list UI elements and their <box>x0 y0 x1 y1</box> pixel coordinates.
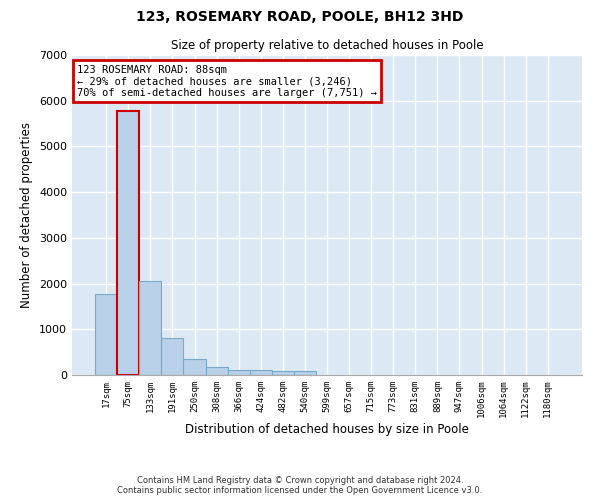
Bar <box>161 338 184 375</box>
Bar <box>227 370 250 375</box>
Bar <box>272 370 294 375</box>
Bar <box>184 360 206 375</box>
Bar <box>95 294 117 375</box>
Bar <box>117 111 139 375</box>
X-axis label: Distribution of detached houses by size in Poole: Distribution of detached houses by size … <box>185 423 469 436</box>
Bar <box>139 281 161 375</box>
Bar <box>250 370 272 375</box>
Y-axis label: Number of detached properties: Number of detached properties <box>20 122 34 308</box>
Text: Contains HM Land Registry data © Crown copyright and database right 2024.
Contai: Contains HM Land Registry data © Crown c… <box>118 476 482 495</box>
Text: 123, ROSEMARY ROAD, POOLE, BH12 3HD: 123, ROSEMARY ROAD, POOLE, BH12 3HD <box>136 10 464 24</box>
Title: Size of property relative to detached houses in Poole: Size of property relative to detached ho… <box>170 40 484 52</box>
Text: 123 ROSEMARY ROAD: 88sqm
← 29% of detached houses are smaller (3,246)
70% of sem: 123 ROSEMARY ROAD: 88sqm ← 29% of detach… <box>77 64 377 98</box>
Bar <box>206 366 227 375</box>
Bar <box>294 371 316 375</box>
